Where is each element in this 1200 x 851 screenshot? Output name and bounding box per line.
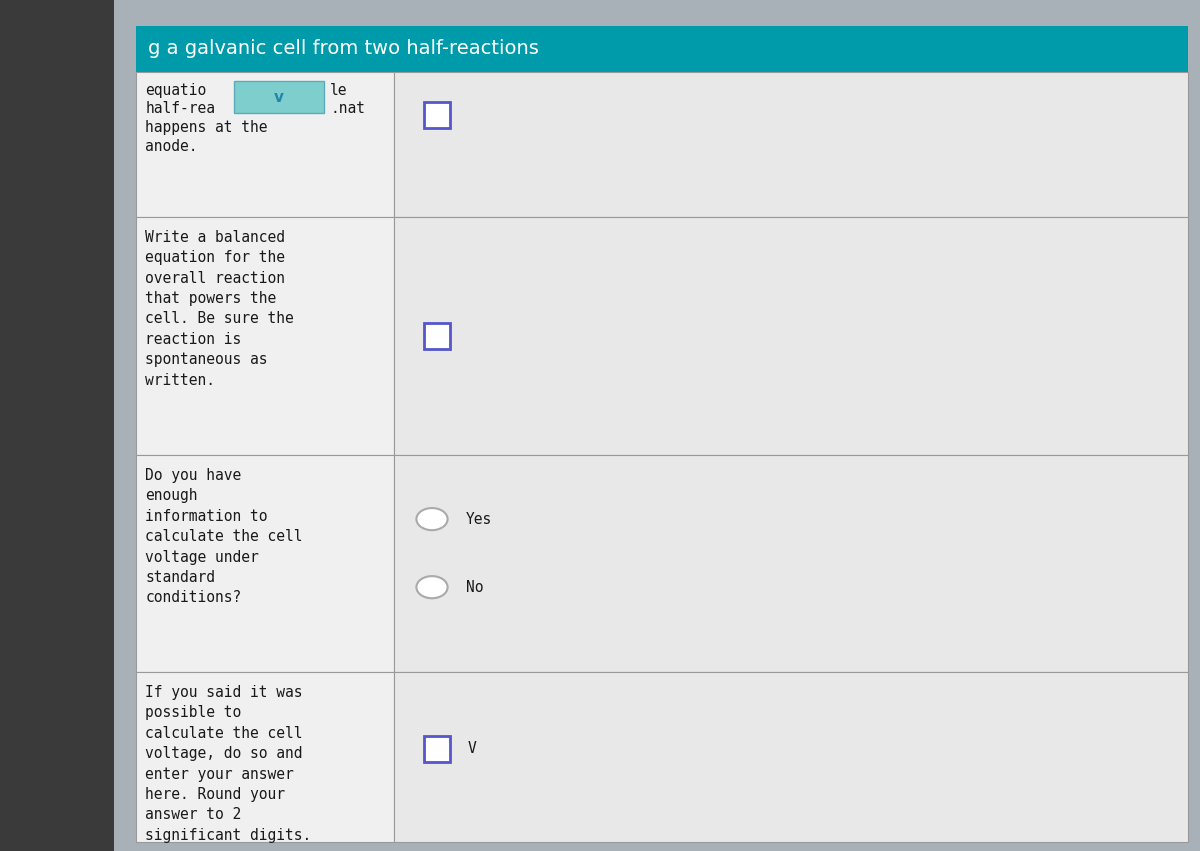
Text: happens at the: happens at the [145, 120, 268, 135]
Text: No: No [466, 580, 484, 595]
Text: half-rea: half-rea [145, 101, 215, 117]
Bar [136, 217, 394, 455]
Text: le: le [330, 83, 348, 98]
Text: Yes: Yes [466, 511, 492, 527]
Bar [136, 26, 1188, 72]
Bar [394, 217, 1188, 455]
Text: g a galvanic cell from two half-reactions: g a galvanic cell from two half-reaction… [148, 39, 539, 59]
Bar [0, 0, 114, 851]
Text: equatio: equatio [145, 83, 206, 98]
Circle shape [416, 508, 448, 530]
Bar [394, 72, 1188, 217]
Text: If you said it was
possible to
calculate the cell
voltage, do so and
enter your : If you said it was possible to calculate… [145, 685, 312, 842]
Circle shape [416, 576, 448, 598]
Text: anode.: anode. [145, 139, 198, 154]
Bar [234, 81, 324, 113]
Text: Write a balanced
equation for the
overall reaction
that powers the
cell. Be sure: Write a balanced equation for the overal… [145, 230, 294, 387]
Bar [424, 102, 450, 128]
Bar [136, 72, 394, 217]
Bar [394, 672, 1188, 842]
Text: .nat: .nat [330, 101, 365, 117]
Bar [424, 736, 450, 762]
Bar [136, 455, 394, 672]
Bar [424, 323, 450, 349]
Text: v: v [274, 89, 284, 105]
Text: V: V [468, 741, 476, 757]
Bar [394, 455, 1188, 672]
Text: Do you have
enough
information to
calculate the cell
voltage under
standard
cond: Do you have enough information to calcul… [145, 468, 302, 605]
Bar [136, 672, 394, 842]
